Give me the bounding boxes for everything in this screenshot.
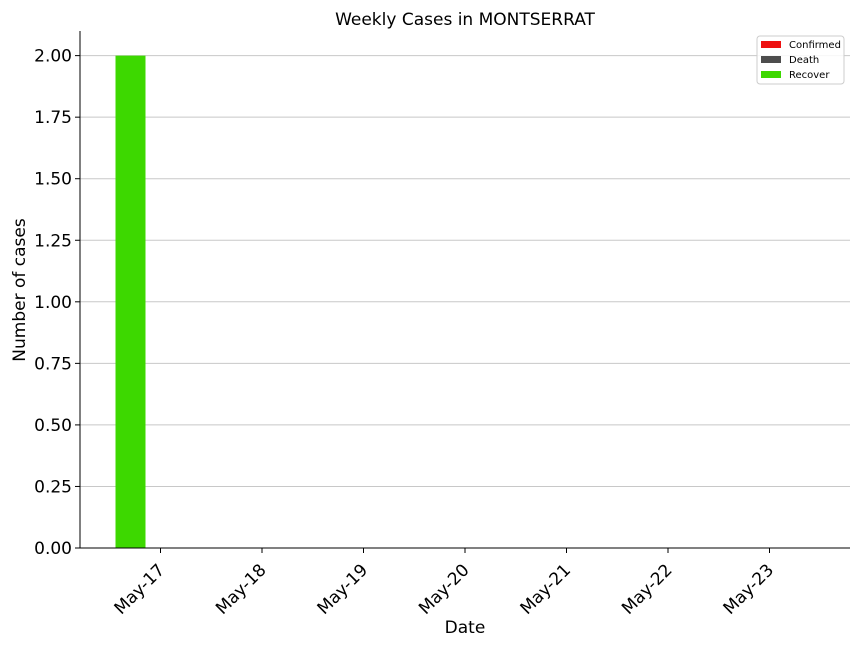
y-axis-label: Number of cases [10,218,30,362]
legend-label-recover: Recover [789,70,830,81]
chart-title: Weekly Cases in MONTSERRAT [335,10,595,30]
legend-label-death: Death [789,55,819,66]
legend: Confirmed Death Recover [756,35,845,85]
legend-swatch-death [761,56,781,63]
y-tick-label: 0.00 [34,539,72,559]
bar-recover-may-17 [115,55,146,548]
y-tick-label: 1.00 [34,293,72,313]
y-tick-label: 1.75 [34,108,72,128]
legend-label-confirmed: Confirmed [789,40,841,51]
legend-swatch-confirmed [761,41,781,48]
bars [115,55,146,548]
y-ticks: 0.00 0.25 0.50 0.75 1.00 1.25 1.50 1.75 2.00 [34,47,80,559]
x-axis-label: Date [445,618,486,638]
y-tick-label: 1.25 [34,231,72,251]
y-tick-label: 0.50 [34,416,72,436]
y-tick-label: 0.75 [34,354,72,374]
legend-swatch-recover [761,71,781,78]
y-tick-label: 2.00 [34,47,72,67]
y-tick-label: 0.25 [34,477,72,497]
y-tick-label: 1.50 [34,170,72,190]
